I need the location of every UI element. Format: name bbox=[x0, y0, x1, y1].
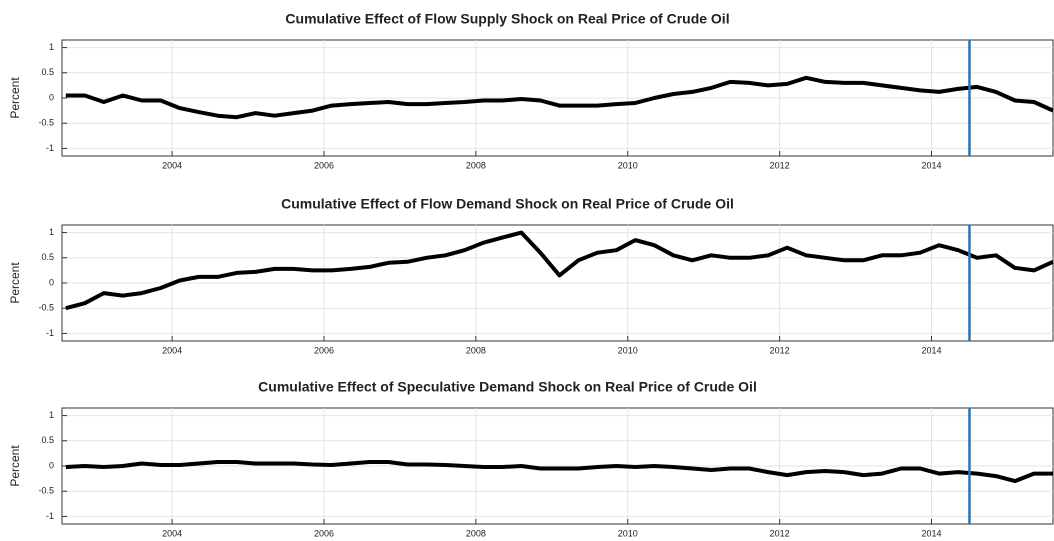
x-tick-label: 2010 bbox=[618, 345, 638, 355]
x-tick-label: 2012 bbox=[770, 160, 790, 170]
data-line bbox=[65, 230, 1054, 311]
chart-title: Cumulative Effect of Flow Supply Shock o… bbox=[285, 11, 729, 27]
y-tick-label: -0.5 bbox=[38, 118, 54, 128]
data-line bbox=[65, 75, 1054, 120]
x-tick-label: 2006 bbox=[314, 528, 334, 538]
y-tick-label: 0.5 bbox=[41, 252, 54, 262]
y-axis-label: Percent bbox=[8, 77, 22, 119]
x-tick-label: 2008 bbox=[466, 345, 486, 355]
x-tick-label: 2010 bbox=[618, 160, 638, 170]
y-axis-label: Percent bbox=[8, 445, 22, 487]
y-tick-label: 1 bbox=[49, 410, 54, 420]
x-tick-label: 2014 bbox=[921, 345, 941, 355]
x-tick-label: 2010 bbox=[618, 528, 638, 538]
x-tick-label: 2006 bbox=[314, 345, 334, 355]
y-tick-label: -0.5 bbox=[38, 486, 54, 496]
x-tick-label: 2014 bbox=[921, 528, 941, 538]
y-tick-label: 0 bbox=[49, 92, 54, 102]
y-tick-label: -1 bbox=[46, 143, 54, 153]
y-tick-label: -1 bbox=[46, 328, 54, 338]
y-tick-label: -1 bbox=[46, 511, 54, 521]
x-tick-label: 2004 bbox=[162, 345, 182, 355]
x-tick-label: 2012 bbox=[770, 528, 790, 538]
x-tick-label: 2014 bbox=[921, 160, 941, 170]
chart-title: Cumulative Effect of Flow Demand Shock o… bbox=[281, 196, 734, 212]
y-tick-label: 0 bbox=[49, 460, 54, 470]
x-tick-label: 2004 bbox=[162, 528, 182, 538]
y-tick-label: 1 bbox=[49, 42, 54, 52]
x-tick-label: 2012 bbox=[770, 345, 790, 355]
y-tick-label: 0 bbox=[49, 277, 54, 287]
x-tick-label: 2006 bbox=[314, 160, 334, 170]
y-tick-label: -0.5 bbox=[38, 303, 54, 313]
y-tick-label: 0.5 bbox=[41, 435, 54, 445]
data-line bbox=[65, 460, 1053, 484]
x-tick-label: 2008 bbox=[466, 528, 486, 538]
y-tick-label: 1 bbox=[49, 227, 54, 237]
y-axis-label: Percent bbox=[8, 262, 22, 304]
x-tick-label: 2004 bbox=[162, 160, 182, 170]
chart-title: Cumulative Effect of Speculative Demand … bbox=[258, 379, 757, 395]
y-tick-label: 0.5 bbox=[41, 67, 54, 77]
x-tick-label: 2008 bbox=[466, 160, 486, 170]
